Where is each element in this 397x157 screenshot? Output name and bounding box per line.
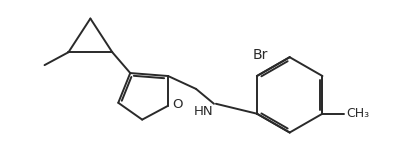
- Text: HN: HN: [193, 105, 213, 118]
- Text: CH₃: CH₃: [347, 107, 370, 120]
- Text: Br: Br: [253, 48, 268, 62]
- Text: O: O: [172, 98, 183, 111]
